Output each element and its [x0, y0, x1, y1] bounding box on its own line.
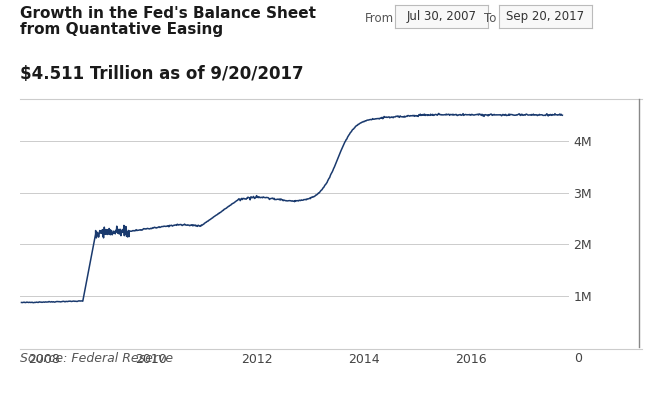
Text: Jul 30, 2007: Jul 30, 2007 — [406, 10, 477, 23]
Text: Source: Federal Reserve: Source: Federal Reserve — [20, 352, 173, 365]
Text: from Quantative Easing: from Quantative Easing — [20, 22, 223, 37]
Text: 0: 0 — [575, 352, 583, 365]
Text: $4.511 Trillion as of 9/20/2017: $4.511 Trillion as of 9/20/2017 — [20, 65, 303, 83]
Text: From: From — [365, 12, 394, 25]
Text: Growth in the Fed's Balance Sheet: Growth in the Fed's Balance Sheet — [20, 6, 316, 21]
Text: To: To — [484, 12, 496, 25]
Text: Sep 20, 2017: Sep 20, 2017 — [506, 10, 585, 23]
